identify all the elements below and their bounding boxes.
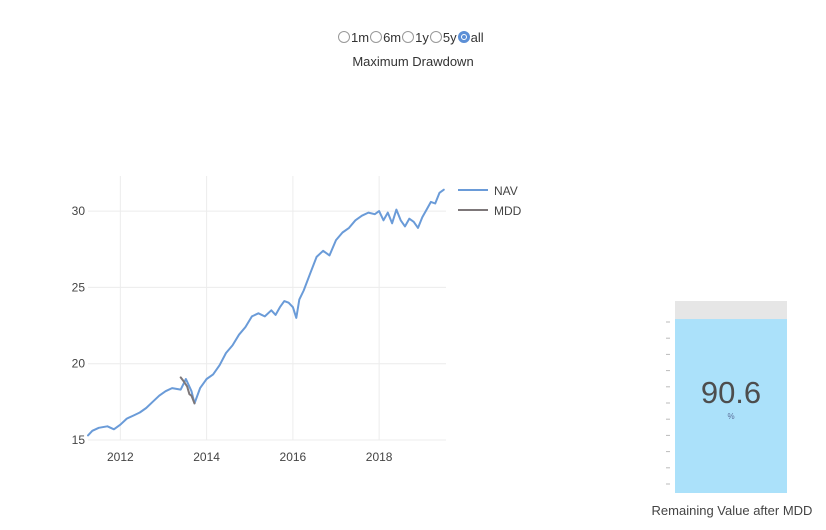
radio-option-1m[interactable]: 1m xyxy=(338,30,370,45)
nav-line-chart: 2012 2014 2016 2018 15 20 25 30 NAV MDD xyxy=(72,176,522,464)
radio-option-1y[interactable]: 1y xyxy=(402,30,430,45)
x-tick-label: 2014 xyxy=(193,450,220,464)
radio-button-1m[interactable] xyxy=(338,31,350,43)
x-tick-label: 2012 xyxy=(107,450,134,464)
time-range-selector: 1m 6m 1y 5y all xyxy=(338,29,485,45)
gauge-fill-bar xyxy=(675,319,787,493)
gauge-caption: Remaining Value after MDD xyxy=(651,503,813,518)
chart-legend[interactable]: NAV MDD xyxy=(458,184,522,218)
radio-label-1y: 1y xyxy=(415,29,429,45)
legend-label-nav[interactable]: NAV xyxy=(494,184,518,198)
series-line-nav xyxy=(87,188,445,437)
radio-button-5y[interactable] xyxy=(429,31,442,43)
series-line-mdd xyxy=(179,376,196,405)
gauge-tick-marks xyxy=(666,321,670,485)
radio-option-all[interactable]: all xyxy=(457,29,485,45)
legend-label-mdd[interactable]: MDD xyxy=(494,204,522,218)
chart-lines xyxy=(87,188,445,437)
radio-label-all: all xyxy=(470,29,484,45)
y-tick-label: 20 xyxy=(72,357,86,371)
y-tick-label: 25 xyxy=(72,280,86,294)
gauge-unit-label: % xyxy=(727,412,734,421)
chart-tick-labels: 2012 2014 2016 2018 15 20 25 30 xyxy=(72,204,393,464)
radio-button-1y[interactable] xyxy=(402,31,415,43)
radio-option-5y[interactable]: 5y xyxy=(429,29,458,45)
drawdown-title: Maximum Drawdown xyxy=(352,54,474,69)
radio-label-1m: 1m xyxy=(351,29,370,45)
radio-label-6m: 6m xyxy=(383,29,402,45)
x-tick-label: 2016 xyxy=(280,450,307,464)
radio-button-all[interactable] xyxy=(457,31,470,43)
chart-grid xyxy=(88,176,446,441)
radio-button-6m[interactable] xyxy=(370,31,383,43)
gauge-value-label: 90.6 xyxy=(701,375,761,410)
y-tick-label: 30 xyxy=(72,204,86,218)
radio-label-5y: 5y xyxy=(442,29,457,45)
radio-option-6m[interactable]: 6m xyxy=(370,30,402,45)
x-tick-label: 2018 xyxy=(366,450,393,464)
y-tick-label: 15 xyxy=(72,433,86,447)
